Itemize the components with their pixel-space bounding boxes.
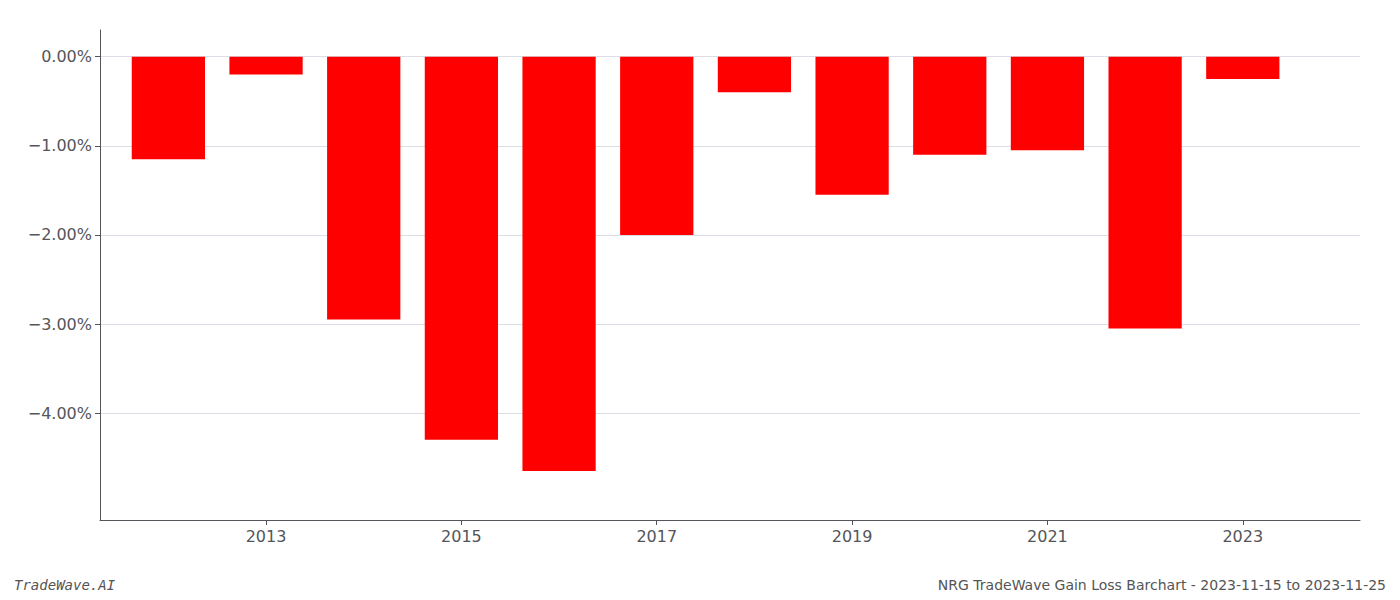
svg-text:2021: 2021: [1027, 527, 1068, 546]
svg-text:2023: 2023: [1222, 527, 1263, 546]
svg-text:−3.00%: −3.00%: [28, 315, 92, 334]
svg-text:NRG TradeWave Gain Loss Barcha: NRG TradeWave Gain Loss Barchart - 2023-…: [938, 577, 1386, 593]
svg-text:0.00%: 0.00%: [41, 47, 92, 66]
svg-text:2015: 2015: [441, 527, 482, 546]
svg-text:2013: 2013: [246, 527, 287, 546]
svg-text:−1.00%: −1.00%: [28, 136, 92, 155]
svg-text:2019: 2019: [832, 527, 873, 546]
svg-text:−4.00%: −4.00%: [28, 404, 92, 423]
svg-text:2017: 2017: [636, 527, 677, 546]
svg-text:−2.00%: −2.00%: [28, 225, 92, 244]
svg-text:TradeWave.AI: TradeWave.AI: [14, 577, 116, 593]
